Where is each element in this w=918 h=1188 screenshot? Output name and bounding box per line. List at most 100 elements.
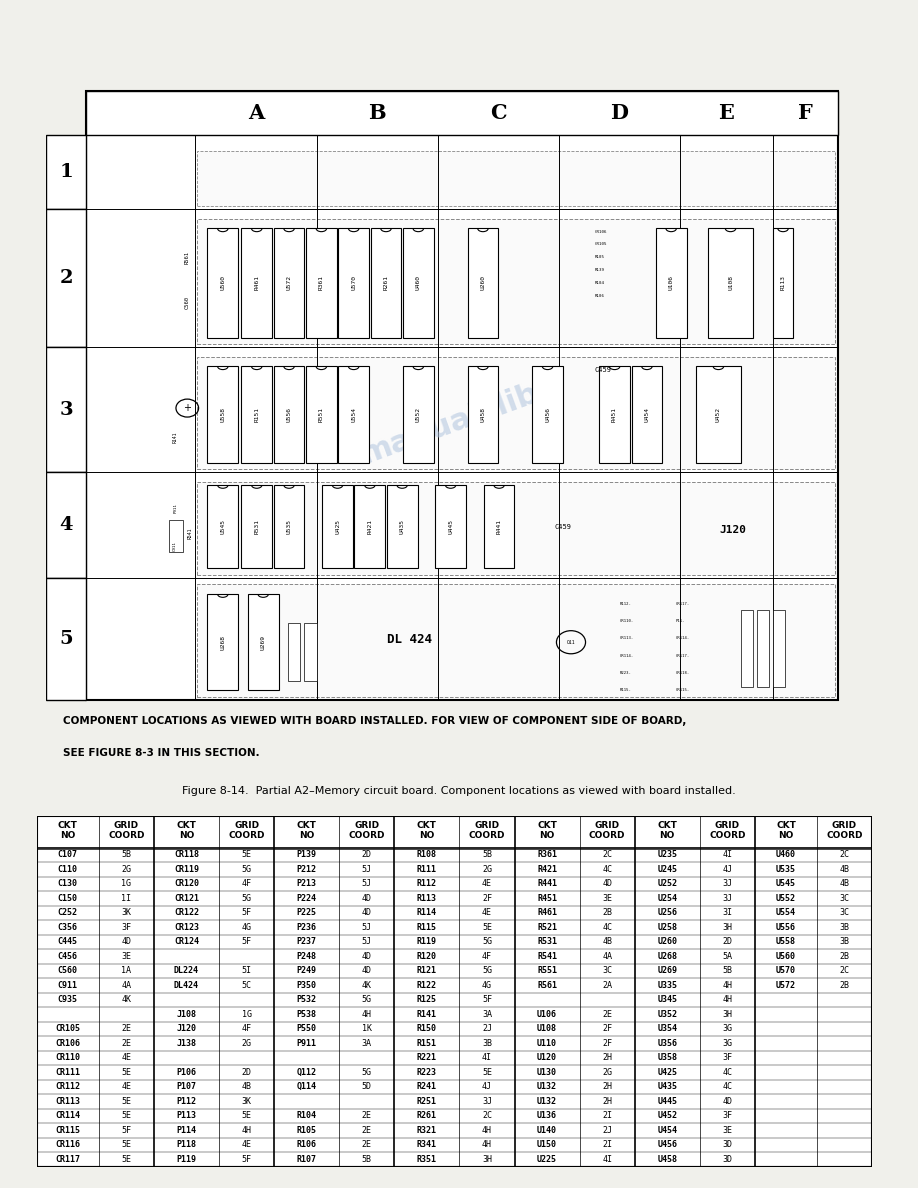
Text: U558: U558 xyxy=(220,407,225,422)
Text: U235: U235 xyxy=(657,851,677,859)
Text: U260: U260 xyxy=(480,276,486,291)
Text: R261: R261 xyxy=(417,1112,437,1120)
Text: 2B: 2B xyxy=(840,981,849,990)
Bar xyxy=(339,366,369,462)
Text: 3J: 3J xyxy=(722,893,733,903)
Bar xyxy=(207,228,238,337)
Text: 4J: 4J xyxy=(722,865,733,874)
Text: CR121: CR121 xyxy=(174,893,199,903)
Text: R105: R105 xyxy=(297,1126,317,1135)
Text: P248: P248 xyxy=(297,952,317,961)
Text: U132: U132 xyxy=(537,1097,557,1106)
Bar xyxy=(467,366,498,462)
Text: U570: U570 xyxy=(776,966,796,975)
Text: 4I: 4I xyxy=(482,1054,492,1062)
Text: CR114-: CR114- xyxy=(676,637,690,640)
Text: 2I: 2I xyxy=(602,1140,612,1149)
Text: U456: U456 xyxy=(657,1140,677,1149)
Text: O11: O11 xyxy=(566,639,576,645)
Bar xyxy=(709,228,753,337)
Text: manualslib: manualslib xyxy=(357,379,543,469)
Text: R521: R521 xyxy=(537,923,557,931)
Text: R111: R111 xyxy=(417,865,437,874)
Text: R221: R221 xyxy=(417,1054,437,1062)
Text: R461: R461 xyxy=(254,276,259,291)
Text: D: D xyxy=(610,103,629,124)
Text: 5G: 5G xyxy=(362,1068,372,1076)
Text: R115-: R115- xyxy=(620,688,632,693)
Text: R441: R441 xyxy=(537,879,557,889)
Text: 2J: 2J xyxy=(602,1126,612,1135)
Text: 2: 2 xyxy=(60,270,73,287)
Text: 2A: 2A xyxy=(602,981,612,990)
Text: C110: C110 xyxy=(58,865,78,874)
Text: U108: U108 xyxy=(537,1024,557,1034)
Text: CR110-: CR110- xyxy=(620,619,633,623)
Text: U425: U425 xyxy=(657,1068,677,1076)
Text: 2G: 2G xyxy=(602,1068,612,1076)
Text: U560: U560 xyxy=(220,276,225,291)
Text: U260: U260 xyxy=(657,937,677,947)
Text: R113: R113 xyxy=(417,893,437,903)
Text: 5G: 5G xyxy=(362,996,372,1004)
Text: GRID
COORD: GRID COORD xyxy=(826,821,863,840)
Text: 3C: 3C xyxy=(840,909,849,917)
Text: 2C: 2C xyxy=(840,966,849,975)
Text: 3: 3 xyxy=(60,400,73,418)
Text: 3K: 3K xyxy=(121,909,131,917)
Text: 2F: 2F xyxy=(602,1024,612,1034)
Text: +: + xyxy=(184,403,191,413)
Text: CR111: CR111 xyxy=(55,1068,80,1076)
Text: U269: U269 xyxy=(657,966,677,975)
Text: OR114-: OR114- xyxy=(620,653,633,658)
Text: R119: R119 xyxy=(417,937,437,947)
Text: 4D: 4D xyxy=(722,1097,733,1106)
Text: U136: U136 xyxy=(537,1112,557,1120)
Bar xyxy=(207,594,238,690)
Bar xyxy=(632,366,662,462)
Bar xyxy=(655,228,687,337)
Text: CR116: CR116 xyxy=(55,1140,80,1149)
Bar xyxy=(354,485,386,569)
Text: 4H: 4H xyxy=(241,1126,252,1135)
Text: 2G: 2G xyxy=(121,865,131,874)
Bar xyxy=(403,228,433,337)
Text: U258: U258 xyxy=(657,923,677,931)
Text: 3D: 3D xyxy=(722,1155,733,1164)
Text: 4D: 4D xyxy=(121,937,131,947)
Text: U535: U535 xyxy=(776,865,796,874)
Text: U132: U132 xyxy=(537,1082,557,1092)
Text: R104: R104 xyxy=(297,1112,317,1120)
Text: 2D: 2D xyxy=(362,851,372,859)
Text: 1: 1 xyxy=(60,163,73,182)
Text: R341: R341 xyxy=(417,1140,437,1149)
Text: R361: R361 xyxy=(537,851,557,859)
Text: 3E: 3E xyxy=(722,1126,733,1135)
Bar xyxy=(306,366,337,462)
Bar xyxy=(467,228,498,337)
Text: 5F: 5F xyxy=(241,1155,252,1164)
Text: P225: P225 xyxy=(297,909,317,917)
Text: R561: R561 xyxy=(537,981,557,990)
Text: 4: 4 xyxy=(60,516,73,535)
Text: 4D: 4D xyxy=(362,893,372,903)
Text: CR117: CR117 xyxy=(55,1155,80,1164)
Text: R541: R541 xyxy=(187,527,192,539)
Text: 3A: 3A xyxy=(482,1010,492,1019)
Text: U545: U545 xyxy=(220,519,225,535)
Text: P113: P113 xyxy=(176,1112,196,1120)
Text: R120: R120 xyxy=(417,952,437,961)
Text: 5E: 5E xyxy=(121,1097,131,1106)
Text: DL424: DL424 xyxy=(174,981,199,990)
Text: P249: P249 xyxy=(297,966,317,975)
Text: 3J: 3J xyxy=(722,879,733,889)
Text: U335: U335 xyxy=(657,981,677,990)
Text: U545: U545 xyxy=(776,879,796,889)
Text: R321: R321 xyxy=(417,1126,437,1135)
Text: U558: U558 xyxy=(776,937,796,947)
Text: R125: R125 xyxy=(417,996,437,1004)
Text: U269: U269 xyxy=(261,634,265,650)
Text: R541: R541 xyxy=(537,952,557,961)
Text: CR117-: CR117- xyxy=(676,653,690,658)
Text: 2J: 2J xyxy=(482,1024,492,1034)
